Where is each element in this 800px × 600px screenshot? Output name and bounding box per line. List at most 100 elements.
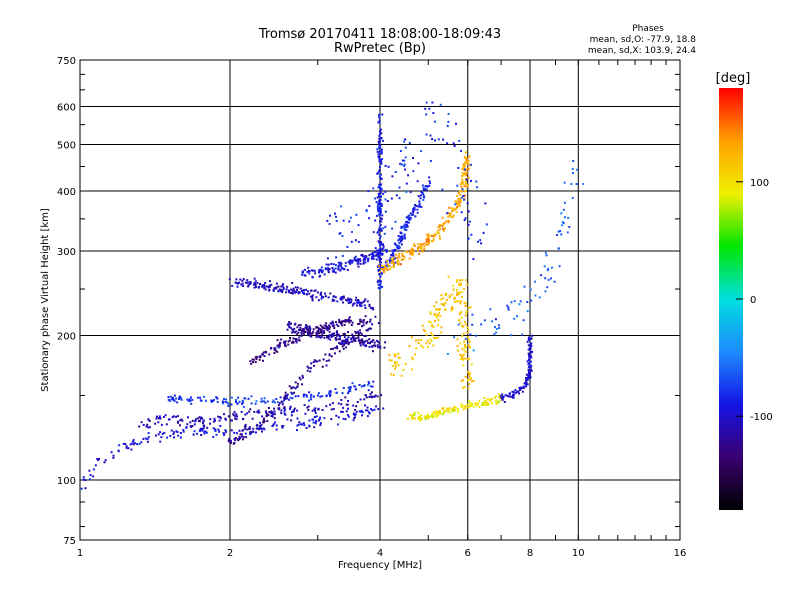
echo-point xyxy=(346,269,349,271)
echo-point xyxy=(357,337,360,340)
echo-point xyxy=(447,215,450,218)
echo-point xyxy=(262,421,265,424)
echo-point xyxy=(293,327,296,330)
echo-point xyxy=(461,167,464,170)
echo-point xyxy=(373,395,376,398)
echo-point xyxy=(392,256,395,259)
echo-point xyxy=(364,257,367,260)
echo-point xyxy=(446,353,449,355)
echo-point xyxy=(436,231,439,234)
echo-point xyxy=(452,209,455,212)
echo-point xyxy=(189,399,192,402)
x-tick-label: 4 xyxy=(377,548,383,559)
echo-point xyxy=(225,430,228,433)
echo-point xyxy=(277,290,280,293)
echo-point xyxy=(468,155,471,158)
echo-point xyxy=(378,214,381,217)
echo-point xyxy=(162,416,165,418)
echo-point xyxy=(314,422,317,425)
echo-point xyxy=(442,138,445,141)
echo-point xyxy=(362,321,365,324)
echo-point xyxy=(359,329,361,332)
echo-point xyxy=(322,358,325,361)
echo-point xyxy=(379,140,381,143)
echo-point xyxy=(265,410,267,413)
echo-point xyxy=(145,425,148,428)
echo-point xyxy=(377,208,380,211)
echo-point xyxy=(433,305,436,308)
echo-point xyxy=(334,352,336,355)
echo-point xyxy=(411,247,413,250)
echo-point xyxy=(348,316,351,319)
echo-point xyxy=(560,212,563,215)
echo-point xyxy=(235,399,237,401)
echo-point xyxy=(327,296,330,299)
echo-point xyxy=(363,344,366,347)
echo-point xyxy=(160,436,163,439)
echo-point xyxy=(288,398,291,401)
echo-point xyxy=(460,185,463,188)
echo-point xyxy=(418,205,421,208)
echo-point xyxy=(534,280,537,283)
echo-point xyxy=(340,340,343,343)
echo-point xyxy=(445,220,448,223)
echo-point xyxy=(170,395,173,398)
echo-point xyxy=(233,431,236,434)
echo-point xyxy=(424,185,427,188)
echo-point xyxy=(366,406,369,409)
echo-point xyxy=(381,286,384,288)
echo-point xyxy=(467,167,470,170)
echo-point xyxy=(459,190,461,193)
echo-point xyxy=(238,429,241,432)
echo-point xyxy=(399,231,402,234)
echo-point xyxy=(459,342,462,345)
echo-point xyxy=(571,167,574,170)
echo-point xyxy=(422,188,425,191)
echo-point xyxy=(263,287,266,290)
echo-point xyxy=(380,148,383,151)
echo-point xyxy=(332,322,334,324)
echo-point xyxy=(439,315,442,318)
echo-point xyxy=(369,306,372,309)
echo-point xyxy=(400,374,403,377)
echo-point xyxy=(422,187,425,189)
echo-point xyxy=(308,419,311,422)
echo-point xyxy=(204,430,207,433)
echo-point xyxy=(462,408,465,411)
echo-point xyxy=(320,291,323,294)
echo-point xyxy=(422,196,425,199)
echo-point xyxy=(236,415,238,418)
echo-point xyxy=(264,401,267,404)
echo-point xyxy=(381,243,384,246)
echo-point xyxy=(341,254,344,257)
echo-point xyxy=(279,288,282,291)
echo-point xyxy=(337,416,340,419)
echo-point xyxy=(262,359,264,362)
echo-point xyxy=(468,383,471,386)
echo-point xyxy=(297,395,300,398)
echo-point xyxy=(285,288,288,291)
echo-point xyxy=(199,396,202,399)
echo-point xyxy=(378,153,381,156)
echo-point xyxy=(315,334,318,337)
echo-point xyxy=(159,440,162,443)
echo-point xyxy=(117,449,120,452)
echo-point xyxy=(465,161,468,164)
echo-point xyxy=(409,414,412,416)
echo-point xyxy=(521,333,524,336)
echo-point xyxy=(461,174,464,177)
echo-point xyxy=(278,344,281,347)
echo-point xyxy=(321,333,324,336)
echo-point xyxy=(368,205,371,207)
echo-point xyxy=(440,303,443,306)
echo-point xyxy=(368,338,371,341)
echo-point xyxy=(295,330,298,333)
echo-point xyxy=(447,275,450,278)
echo-point xyxy=(467,307,470,310)
echo-point xyxy=(454,296,456,299)
echo-point xyxy=(417,243,420,246)
echo-point xyxy=(563,216,566,219)
echo-point xyxy=(313,426,316,429)
echo-point xyxy=(377,140,380,143)
echo-point xyxy=(426,415,429,417)
